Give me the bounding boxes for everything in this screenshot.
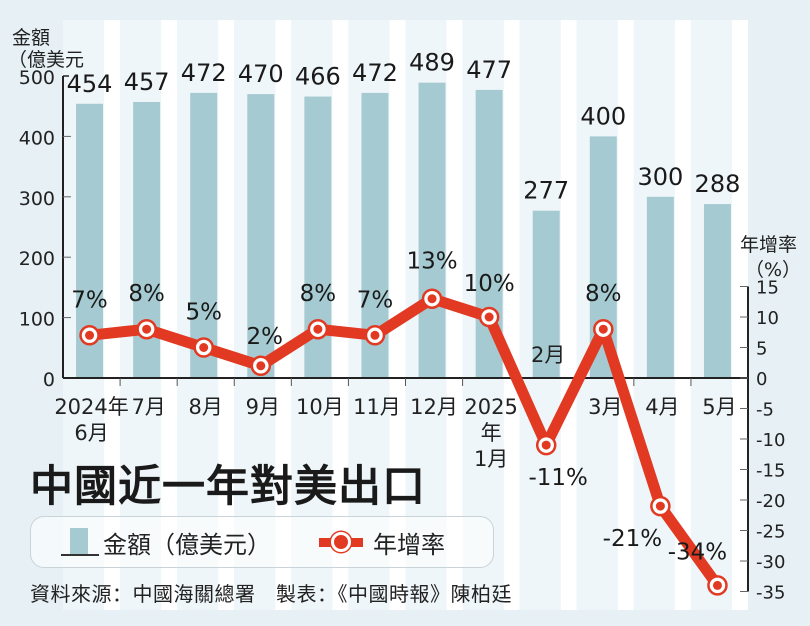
x-axis-label: 2025: [464, 395, 517, 419]
growth-rate-line: 7% 8% 5% 2% 8% 7% 13% 10% -11% 8% -21%-34%: [71, 249, 728, 596]
x-axis-label: 7月: [131, 395, 165, 419]
right-axis-tick-label: -25: [756, 522, 785, 543]
growth-value-label: 8%: [585, 281, 622, 307]
legend-label-amount: 金額（億美元）: [103, 530, 271, 559]
line-marker-swatch-icon: [319, 531, 363, 553]
bar-value-label: 477: [466, 56, 512, 84]
bar-value-label: 288: [695, 170, 741, 198]
growth-value-label: -11%: [528, 465, 587, 491]
left-axis-unit: （億美元: [8, 49, 84, 71]
right-axis-tick-label: 0: [756, 369, 767, 390]
right-axis-tick-label: 10: [756, 308, 779, 329]
right-axis-tick-label: 5: [756, 339, 767, 360]
bar-value-label: 470: [238, 60, 284, 88]
bar-value-label: 400: [580, 102, 626, 130]
x-axis-label: 11月: [353, 395, 401, 419]
right-axis-tick-label: -15: [756, 461, 785, 482]
growth-value-label: 2%: [247, 324, 284, 350]
x-axis-label: 年: [481, 421, 502, 445]
right-axis-tick-label: -10: [756, 430, 785, 451]
x-axis-label: 10月: [296, 395, 344, 419]
growth-value-label: 7%: [357, 287, 394, 313]
bar-value-label: 472: [352, 59, 398, 87]
x-axis-label: 5月: [702, 395, 736, 419]
bar: [703, 204, 731, 378]
growth-value-label: 8%: [128, 281, 165, 307]
growth-value-label: 7%: [71, 287, 108, 313]
source-credit: 資料來源：中國海關總署 製表：《中國時報》陳柏廷: [30, 582, 512, 606]
right-axis-unit: （%）: [745, 259, 801, 281]
axes: 500 400 300 200 100 0 金額（億美元 15 10 5 0 -5 -10 -15 -20 -…: [8, 27, 801, 604]
right-axis-tick-label: -5: [756, 400, 774, 421]
left-axis-tick-label: 400: [19, 127, 55, 149]
growth-value-label: 5%: [185, 300, 222, 326]
x-axis-label: 1月: [474, 447, 508, 471]
x-axis-label: 9月: [246, 395, 280, 419]
bar-value-label: 472: [181, 59, 227, 87]
bar-value-label: 300: [637, 163, 683, 191]
bar-swatch-icon: [61, 528, 99, 556]
chart-title: 中國近一年對美出口: [30, 462, 426, 512]
legend-item-amount: 金額（億美元）: [61, 525, 271, 560]
bar: [190, 92, 218, 379]
growth-value-label: -21%: [603, 526, 662, 552]
right-axis-tick-label: -35: [756, 583, 785, 604]
bar-value-label: 489: [409, 49, 455, 77]
left-axis-tick-label: 200: [19, 248, 55, 270]
left-axis-tick-label: 0: [43, 369, 55, 391]
x-axis-label: 8月: [189, 395, 223, 419]
x-axis-label: 12月: [410, 395, 458, 419]
right-axis-tick-label: -20: [756, 491, 785, 512]
right-axis-title: 年增率: [740, 234, 797, 256]
left-axis-tick-label: 100: [19, 309, 55, 331]
legend-item-growth: 年增率: [301, 525, 445, 560]
legend: 金額（億美元） 年增率: [30, 516, 494, 568]
left-axis-tick-label: 300: [19, 188, 55, 210]
right-axis-tick-label: 15: [756, 278, 779, 299]
bar-value-label: 457: [124, 68, 170, 96]
bar-value-label: 466: [295, 63, 341, 91]
x-axis-label: 6月: [74, 421, 108, 445]
growth-value-label: 8%: [300, 281, 337, 307]
bar-value-label: 277: [523, 177, 569, 205]
growth-value-label: -34%: [668, 539, 727, 565]
x-axis-label: 4月: [645, 395, 679, 419]
left-axis-title: 金額: [12, 27, 50, 49]
bar: [532, 210, 560, 378]
growth-value-label: 10%: [464, 271, 515, 297]
bar: [418, 82, 446, 379]
growth-value-label: 13%: [406, 249, 457, 275]
right-axis-tick-label: -30: [756, 552, 785, 573]
x-axis-label: 2024年: [54, 395, 128, 419]
bar: [646, 196, 674, 378]
bar-value-label: 454: [67, 70, 113, 98]
bar: [247, 94, 275, 379]
x-axis-label: 3月: [588, 395, 622, 419]
x-axis-label: 2月: [531, 343, 565, 367]
legend-label-growth: 年增率: [373, 530, 445, 559]
left-axis-tick-label: 500: [19, 67, 55, 89]
